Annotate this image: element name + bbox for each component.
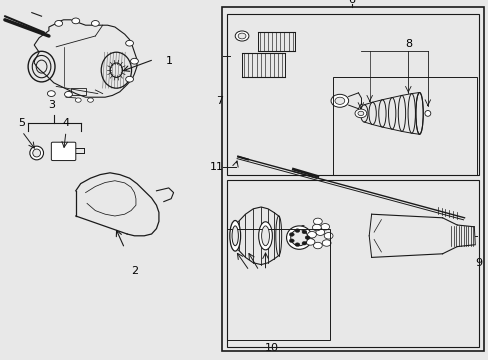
Ellipse shape (261, 226, 269, 246)
Bar (71, 88, 85, 95)
Text: 6: 6 (348, 0, 355, 5)
Circle shape (87, 98, 93, 102)
Text: 9: 9 (474, 258, 482, 268)
Circle shape (125, 76, 133, 82)
Text: 8: 8 (404, 39, 411, 49)
Text: 2: 2 (131, 266, 138, 276)
Bar (227, 229, 329, 340)
Circle shape (125, 40, 133, 46)
Text: c: c (299, 223, 304, 232)
Circle shape (305, 236, 309, 239)
Circle shape (294, 243, 299, 246)
Bar (227, 14, 478, 175)
Ellipse shape (258, 222, 272, 250)
Ellipse shape (30, 146, 43, 160)
Circle shape (91, 21, 99, 26)
Ellipse shape (424, 111, 430, 116)
Ellipse shape (229, 220, 240, 251)
Circle shape (55, 21, 62, 26)
Circle shape (313, 242, 322, 249)
Ellipse shape (286, 226, 311, 249)
Circle shape (307, 231, 316, 238)
Circle shape (354, 109, 366, 118)
Circle shape (305, 239, 314, 245)
Text: 5: 5 (19, 118, 25, 128)
Circle shape (72, 18, 80, 24)
Bar (332, 77, 476, 175)
Bar (227, 180, 478, 347)
Text: 11: 11 (209, 162, 223, 172)
Circle shape (302, 230, 306, 234)
Circle shape (64, 91, 72, 97)
Circle shape (289, 239, 294, 243)
Circle shape (47, 91, 55, 96)
Ellipse shape (33, 149, 41, 157)
FancyBboxPatch shape (51, 142, 76, 161)
Ellipse shape (290, 230, 307, 246)
Circle shape (75, 98, 81, 102)
Circle shape (320, 224, 329, 230)
Text: 7: 7 (216, 96, 223, 106)
Ellipse shape (231, 226, 238, 246)
Circle shape (235, 31, 248, 41)
Circle shape (330, 94, 348, 107)
Circle shape (302, 242, 306, 245)
Circle shape (294, 229, 299, 233)
Circle shape (130, 58, 138, 64)
Circle shape (357, 111, 363, 116)
Circle shape (334, 97, 344, 104)
Circle shape (289, 233, 294, 236)
Circle shape (324, 233, 332, 239)
Circle shape (315, 229, 324, 235)
Text: 10: 10 (264, 343, 278, 353)
Circle shape (313, 218, 322, 225)
Text: 3: 3 (48, 100, 55, 110)
Circle shape (238, 33, 245, 39)
Text: 4: 4 (62, 118, 69, 128)
Circle shape (312, 224, 321, 231)
Text: 1: 1 (166, 56, 173, 66)
Circle shape (322, 240, 330, 246)
Bar (222, 7, 483, 351)
